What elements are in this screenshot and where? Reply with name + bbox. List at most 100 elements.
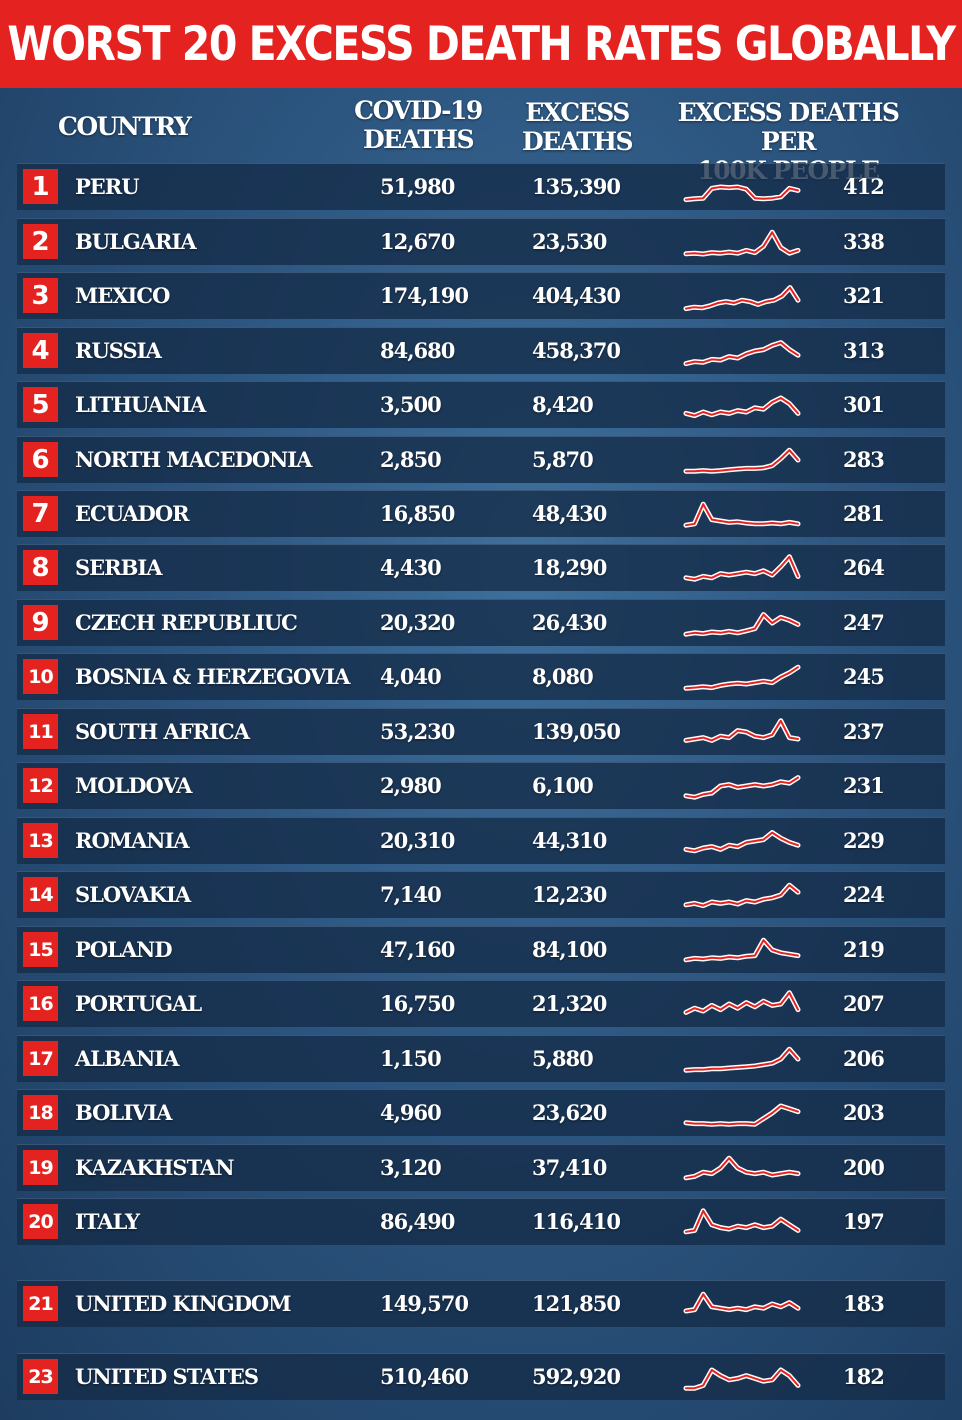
table-row: 10 BOSNIA & HERZEGOVIA 4,040 8,080 245: [17, 653, 945, 700]
excess-deaths-value: 37,410: [532, 1155, 607, 1180]
table-row: 7 ECUADOR 16,850 48,430 281: [17, 490, 945, 537]
covid-deaths-value: 4,960: [380, 1100, 442, 1125]
table-row: 1 PERU 51,980 135,390 412: [17, 163, 945, 210]
page-title: WORST 20 EXCESS DEATH RATES GLOBALLY: [7, 16, 956, 72]
excess-deaths-value: 23,620: [532, 1100, 607, 1125]
table-row: 12 MOLDOVA 2,980 6,100 231: [17, 762, 945, 809]
rank-badge: 9: [23, 605, 58, 640]
excess-per-100k-value: 281: [843, 501, 885, 526]
excess-per-100k-value: 301: [843, 392, 885, 417]
trend-sparkline: [683, 1103, 801, 1127]
covid-deaths-value: 20,320: [380, 610, 455, 635]
country-name: ROMANIA: [75, 828, 190, 853]
table-row: 4 RUSSIA 84,680 458,370 313: [17, 327, 945, 374]
excess-per-100k-value: 207: [843, 991, 885, 1016]
rank-badge: 14: [23, 877, 58, 912]
rank-badge: 15: [23, 932, 58, 967]
excess-deaths-value: 6,100: [532, 773, 594, 798]
covid-deaths-value: 47,160: [380, 937, 455, 962]
header-excess-line2: DEATHS: [521, 127, 634, 156]
excess-per-100k-value: 231: [843, 773, 885, 798]
rank-badge: 20: [23, 1204, 58, 1239]
table-row: 2 BULGARIA 12,670 23,530 338: [17, 218, 945, 265]
excess-per-100k-value: 203: [843, 1100, 885, 1125]
covid-deaths-value: 3,120: [380, 1155, 442, 1180]
trend-sparkline: [683, 1155, 801, 1181]
table-row: 9 CZECH REPUBLIUC 20,320 26,430 247: [17, 599, 945, 646]
trend-sparkline: [683, 1046, 801, 1073]
header-covid-line1: COVID-19: [354, 96, 483, 125]
excess-per-100k-value: 206: [843, 1046, 885, 1071]
excess-per-100k-value: 283: [843, 447, 885, 472]
rank-badge: 19: [23, 1150, 58, 1185]
title-banner: WORST 20 EXCESS DEATH RATES GLOBALLY: [0, 0, 962, 88]
covid-deaths-value: 7,140: [380, 882, 442, 907]
header-country: COUNTRY: [58, 112, 192, 141]
excess-per-100k-value: 197: [843, 1209, 885, 1234]
rank-badge: 12: [23, 768, 58, 803]
trend-sparkline: [683, 830, 801, 854]
country-name: SLOVAKIA: [75, 882, 191, 907]
trend-sparkline: [683, 882, 801, 909]
sparkline-series: [685, 884, 799, 907]
excess-per-100k-value: 245: [843, 664, 885, 689]
country-name: CZECH REPUBLIUC: [75, 610, 298, 635]
excess-per-100k-value: 224: [843, 882, 885, 907]
sparkline-series: [685, 1048, 799, 1072]
excess-per-100k-value: 264: [843, 555, 885, 580]
country-name: SOUTH AFRICA: [75, 719, 250, 744]
table-row: 21 UNITED KINGDOM 149,570 121,850 183: [17, 1280, 945, 1327]
trend-sparkline: [683, 1367, 801, 1391]
rank-badge: 17: [23, 1041, 58, 1076]
sparkline-series: [685, 776, 799, 799]
rank-badge: 8: [23, 550, 58, 585]
rank-badge: 2: [23, 224, 58, 259]
sparkline-series: [685, 719, 799, 742]
excess-deaths-value: 8,080: [532, 664, 594, 689]
table-row: 16 PORTUGAL 16,750 21,320 207: [17, 980, 945, 1027]
covid-deaths-value: 1,150: [380, 1046, 442, 1071]
trend-sparkline: [683, 554, 801, 582]
covid-deaths-value: 2,850: [380, 447, 442, 472]
covid-deaths-value: 3,500: [380, 392, 442, 417]
trend-sparkline: [683, 229, 801, 257]
sparkline-series: [685, 666, 799, 690]
sparkline-outline: [683, 1155, 801, 1181]
table-row: 15 POLAND 47,160 84,100 219: [17, 926, 945, 973]
sparkline-series: [685, 831, 799, 852]
excess-deaths-value: 23,530: [532, 229, 607, 254]
excess-deaths-value: 116,410: [532, 1209, 621, 1234]
rank-badge: 5: [23, 387, 58, 422]
excess-deaths-value: 139,050: [532, 719, 621, 744]
trend-sparkline: [683, 501, 801, 528]
covid-deaths-value: 510,460: [380, 1364, 469, 1389]
excess-per-100k-value: 237: [843, 719, 885, 744]
table-row: 8 SERBIA 4,430 18,290 264: [17, 544, 945, 591]
excess-deaths-value: 592,920: [532, 1364, 621, 1389]
covid-deaths-value: 20,310: [380, 828, 455, 853]
rank-badge: 23: [23, 1359, 58, 1394]
excess-deaths-value: 5,870: [532, 447, 594, 472]
covid-deaths-value: 51,980: [380, 174, 455, 199]
rank-badge: 7: [23, 496, 58, 531]
excess-deaths-value: 26,430: [532, 610, 607, 635]
trend-sparkline: [683, 990, 801, 1015]
rank-badge: 6: [23, 442, 58, 477]
sparkline-series: [685, 503, 799, 527]
trend-sparkline: [683, 184, 801, 203]
excess-deaths-value: 121,850: [532, 1291, 621, 1316]
sparkline-series: [685, 1209, 799, 1233]
country-name: ECUADOR: [75, 501, 190, 526]
country-name: SERBIA: [75, 555, 162, 580]
country-name: BULGARIA: [75, 229, 197, 254]
excess-deaths-value: 21,320: [532, 991, 607, 1016]
trend-sparkline: [683, 447, 801, 474]
country-name: MEXICO: [75, 283, 170, 308]
excess-deaths-value: 5,880: [532, 1046, 594, 1071]
table-row: 6 NORTH MACEDONIA 2,850 5,870 283: [17, 436, 945, 483]
rank-badge: 4: [23, 333, 58, 368]
trend-sparkline: [683, 1208, 801, 1235]
country-name: MOLDOVA: [75, 773, 192, 798]
table-row: 11 SOUTH AFRICA 53,230 139,050 237: [17, 708, 945, 755]
rank-badge: 10: [23, 659, 58, 694]
